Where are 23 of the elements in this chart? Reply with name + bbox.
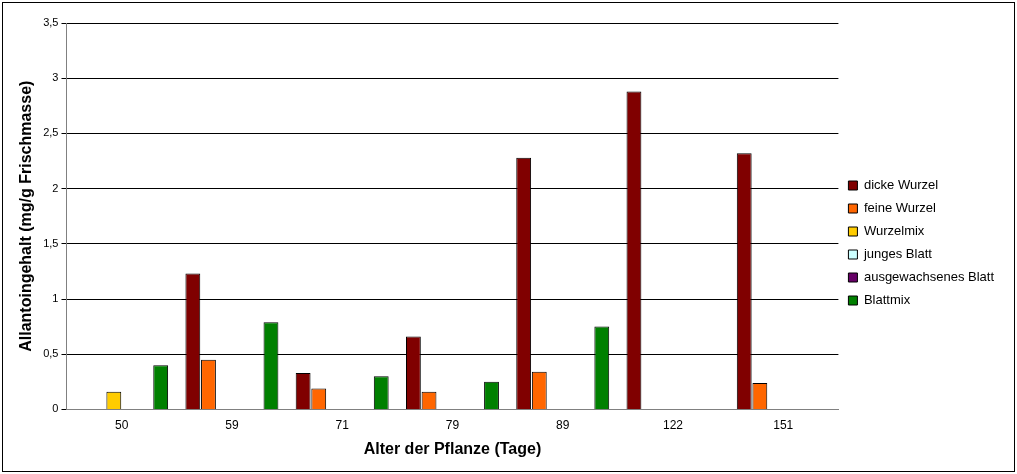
legend-label: ausgewachsenes Blatt <box>863 269 995 285</box>
y-tick-label: 0 <box>52 402 59 415</box>
legend-label: junges Blatt <box>862 246 933 262</box>
x-tick-label: 79 <box>445 417 460 432</box>
x-tick-label: 151 <box>773 417 794 432</box>
y-tick-label: 3 <box>52 71 59 84</box>
x-tick-label: 122 <box>662 417 684 432</box>
x-tick-label: 59 <box>225 417 239 432</box>
x-axis-title: Alter der Pflanze (Tage) <box>363 439 542 457</box>
x-tick-label: 50 <box>114 417 129 432</box>
legend-label: dicke Wurzel <box>863 177 939 193</box>
y-axis-title: Allantoingehalt (mg/g Frischmasse) <box>17 80 35 352</box>
y-tick-label: 2 <box>52 181 59 194</box>
x-tick-label: 71 <box>335 417 350 432</box>
legend-label: feine Wurzel <box>863 200 937 216</box>
y-tick-label: 1 <box>52 292 59 305</box>
y-tick-label: 2,5 <box>43 126 59 139</box>
legend-label: Wurzelmix <box>863 223 925 239</box>
legend-label: Blattmix <box>863 292 911 308</box>
y-tick-label: 3,5 <box>43 16 59 29</box>
y-tick-label: 1,5 <box>43 236 59 249</box>
x-tick-label: 89 <box>556 417 570 432</box>
y-tick-label: 0,5 <box>43 347 59 360</box>
